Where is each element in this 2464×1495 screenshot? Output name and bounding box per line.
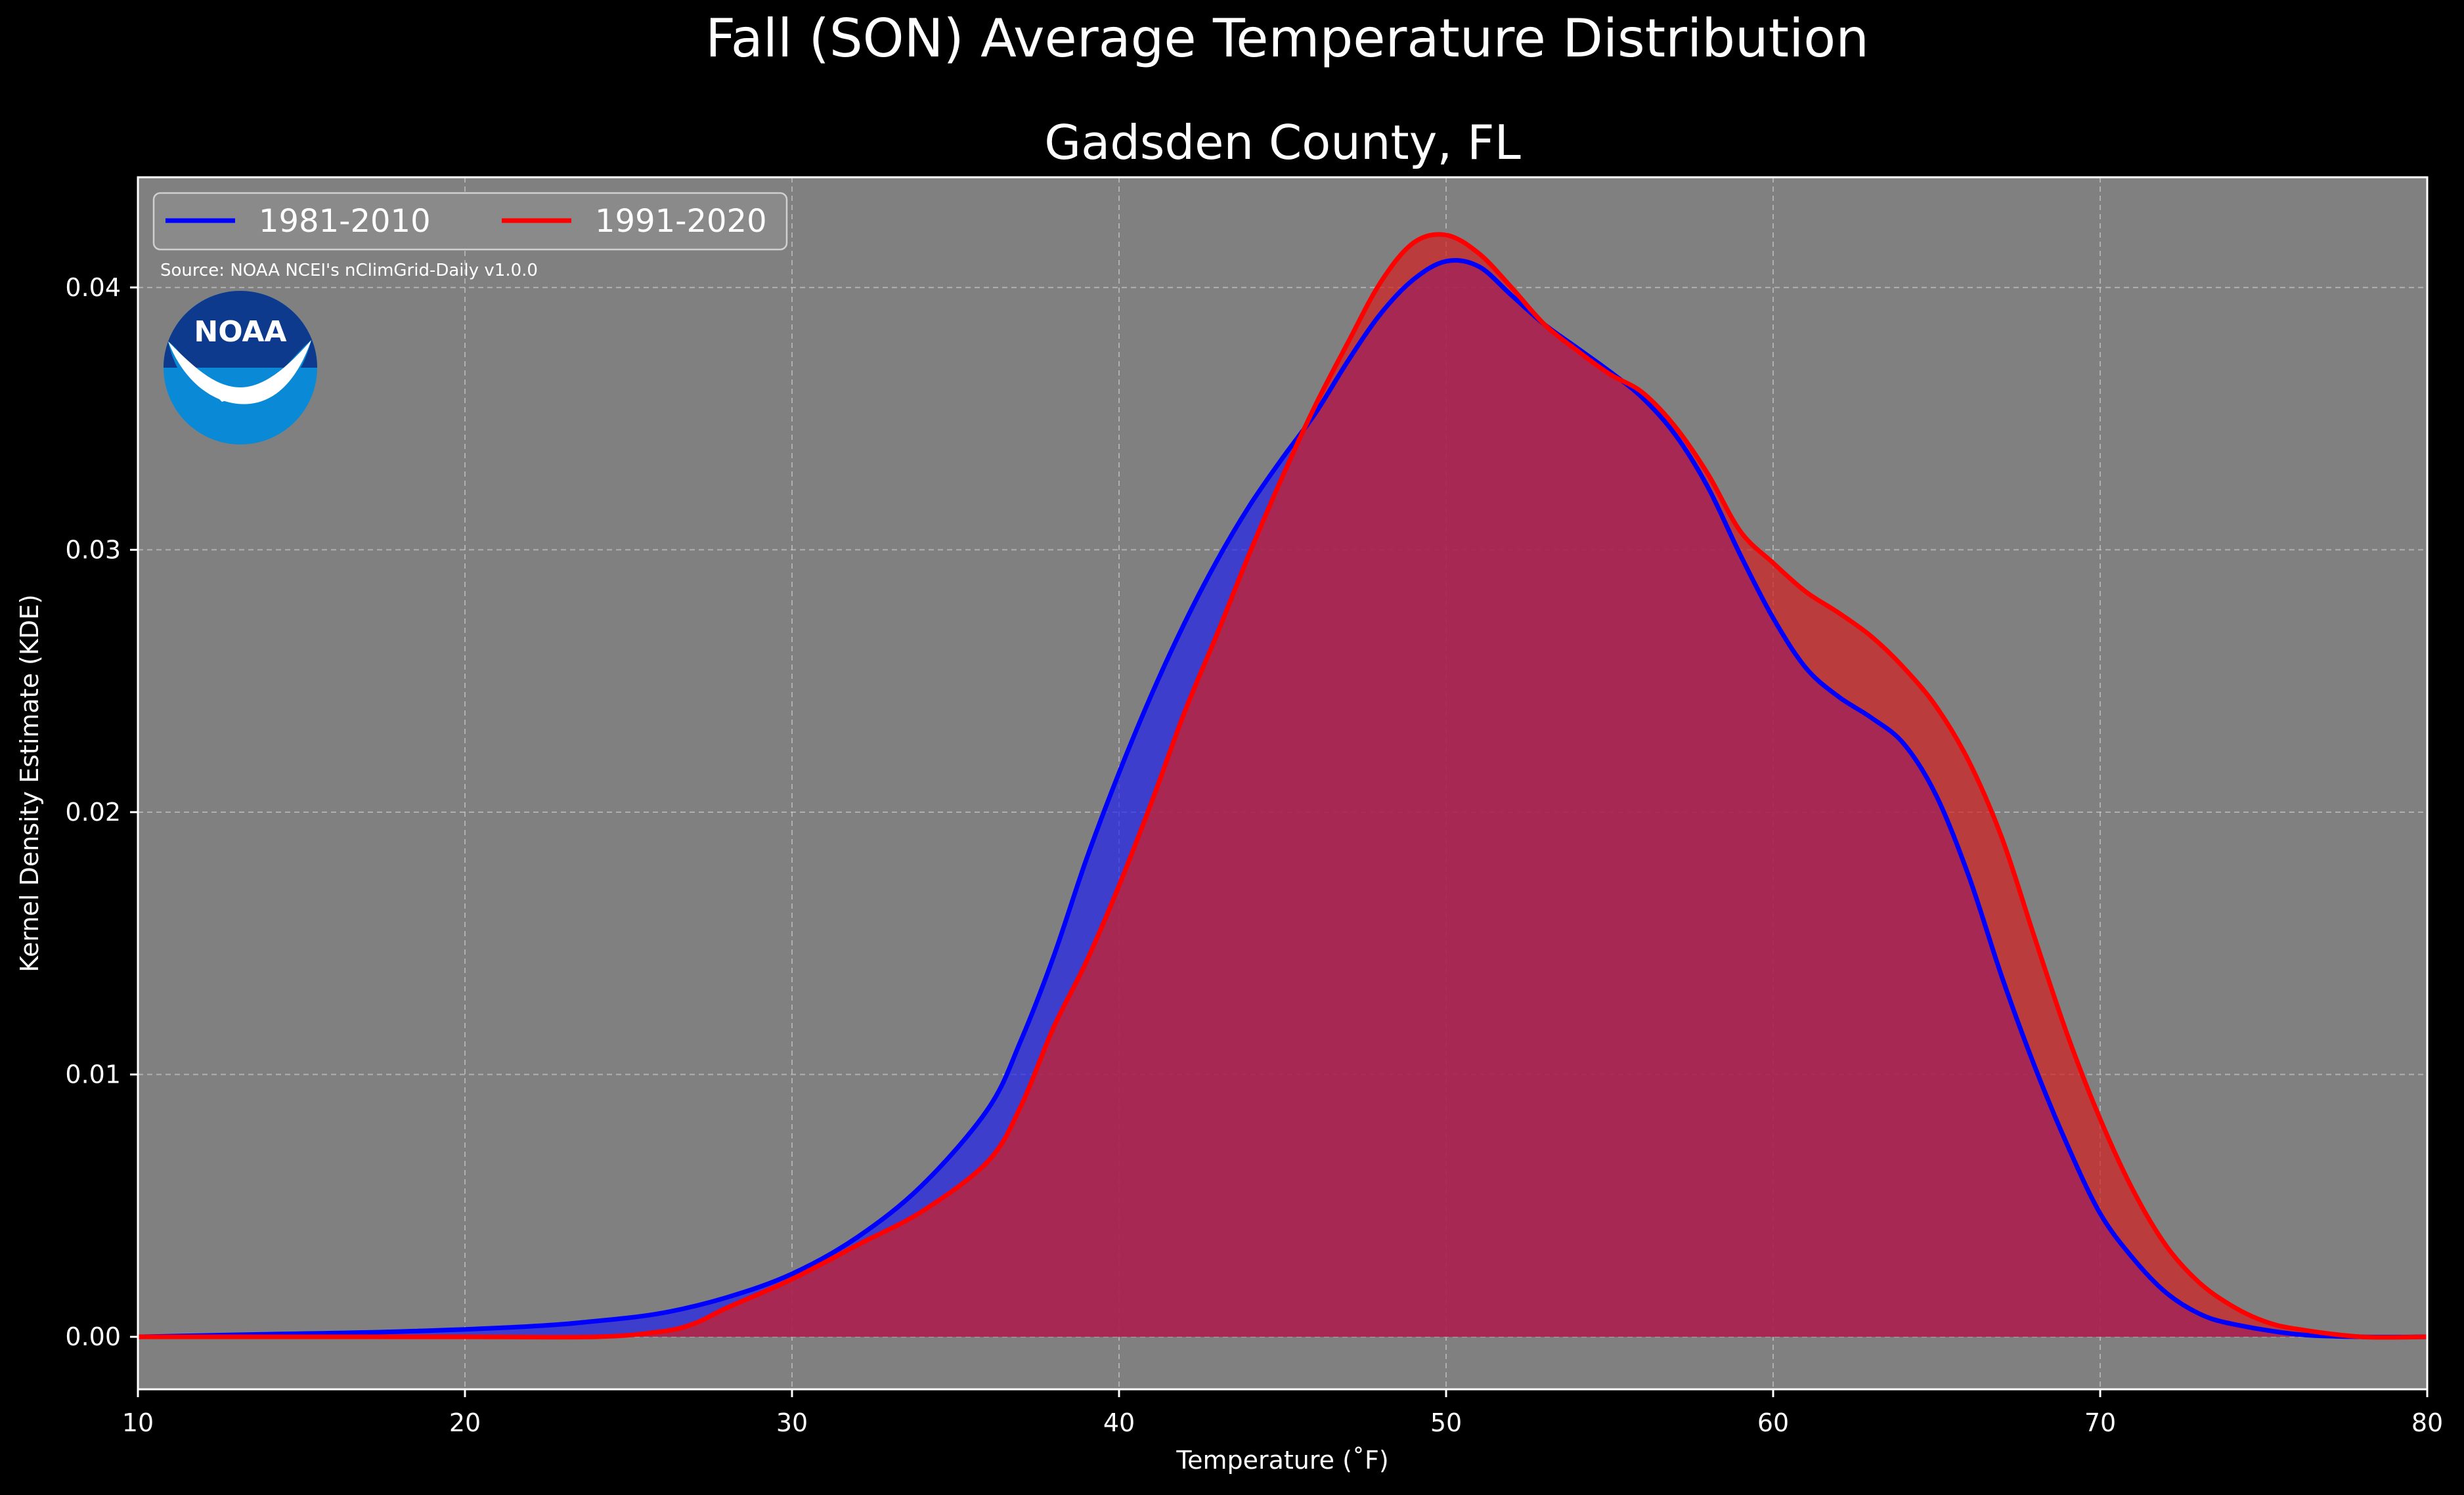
- legend-label-1981-2010: 1981-2010: [259, 203, 431, 240]
- y-tick-label: 0.01: [65, 1060, 121, 1089]
- x-tick-label: 40: [1103, 1408, 1135, 1437]
- figure-suptitle: Fall (SON) Average Temperature Distribut…: [705, 8, 1869, 69]
- legend-frame: [152, 192, 788, 251]
- x-tick-label: 30: [776, 1408, 808, 1437]
- chart-title: Gadsden County, FL: [1044, 115, 1520, 170]
- legend: 1981-2010 1991-2020: [152, 192, 788, 251]
- y-tick-label: 0.04: [65, 273, 121, 302]
- series-fill-1991-2020: [138, 234, 2427, 1337]
- series-line-1991-2020: [137, 232, 2428, 1340]
- source-note: Source: NOAA NCEI's nClimGrid-Daily v1.0…: [160, 261, 538, 280]
- series-layer: [137, 232, 2428, 1340]
- x-tick-label: 10: [122, 1408, 154, 1437]
- y-tick-label: 0.02: [65, 798, 121, 827]
- noaa-logo: NOAA: [164, 291, 317, 444]
- x-tick-label: 70: [2084, 1408, 2116, 1437]
- noaa-logo-text: NOAA: [194, 315, 286, 349]
- x-tick-label: 50: [1430, 1408, 1462, 1437]
- plot-frame: [137, 176, 2429, 1391]
- x-tick-label: 80: [2411, 1408, 2443, 1437]
- y-tick-label: 0.03: [65, 535, 121, 564]
- x-tick-label: 20: [449, 1408, 481, 1437]
- x-tick-label: 60: [1757, 1408, 1789, 1437]
- y-axis-label: Kernel Density Estimate (KDE): [15, 594, 44, 972]
- y-tick-label: 0.00: [65, 1322, 121, 1351]
- x-axis-label: Temperature (˚F): [1176, 1446, 1388, 1475]
- legend-label-1991-2020: 1991-2020: [595, 203, 767, 240]
- series-line-1981-2010: [137, 257, 2428, 1339]
- axis-ticks: 10 20 30 40 50 60 70 80 0.00 0.01 0.02 0.03 0.04: [65, 273, 2443, 1437]
